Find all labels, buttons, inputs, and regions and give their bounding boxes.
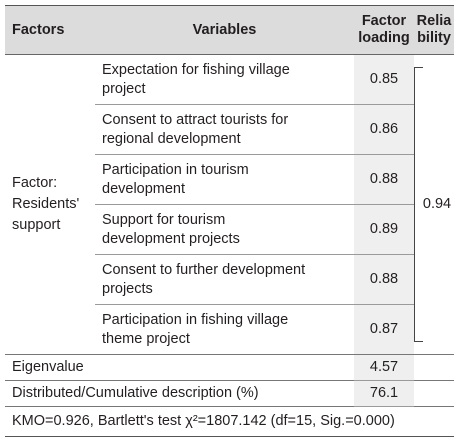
header-factors: Factors [5, 5, 95, 55]
variable-cell: Consent to further development projects [95, 254, 354, 305]
cumulative-row: Distributed/Cumulative description (%) 7… [5, 380, 454, 407]
kmo-note: KMO=0.926, Bartlett's test χ²=1807.142 (… [5, 406, 454, 437]
header-variables: Variables [95, 5, 354, 55]
header-factor-loading-line1: Factor [361, 13, 407, 29]
variable-cell: Consent to attract tourists for regional… [95, 104, 354, 155]
variable-text-line2: development projects [102, 230, 240, 247]
table-row: Support for tourism development projects… [5, 204, 454, 255]
factor-label: Factor: Residents' support [5, 55, 95, 355]
table-row: Factor: Residents' support Expectation f… [5, 54, 454, 342]
variable-text-line2: development [102, 180, 186, 197]
cumulative-label: Distributed/Cumulative description (%) [5, 380, 354, 407]
cumulative-value: 76.1 [354, 380, 414, 407]
header-factor-loading: Factor loading [354, 5, 414, 55]
loading-cell: 0.88 [354, 254, 414, 305]
kmo-row: KMO=0.926, Bartlett's test χ²=1807.142 (… [5, 406, 454, 437]
header-reliability-line1: Relia [416, 13, 452, 29]
header-factor-loading-line2: loading [358, 30, 410, 46]
variable-cell: Participation in tourism development [95, 154, 354, 205]
factor-label-line2: Residents' [12, 196, 80, 212]
header-reliability: Relia bility [414, 5, 454, 55]
eigenvalue-value: 4.57 [354, 354, 414, 381]
loading-cell: 0.88 [354, 154, 414, 205]
table-row: Participation in fishing village theme p… [5, 304, 454, 355]
eigenvalue-row: Eigenvalue 4.57 [5, 354, 454, 381]
factor-label-line1: Factor: [12, 175, 58, 191]
variable-text-line1: Expectation for fishing village [102, 61, 290, 78]
header-reliability-line2: bility [417, 30, 451, 46]
variable-text-line2: projects [102, 280, 153, 297]
table-row: Consent to further development projects … [5, 254, 454, 305]
loading-cell: 0.85 [354, 54, 414, 105]
variable-text-line2: regional development [102, 130, 241, 147]
factor-analysis-table: Factors Variables Factor loading Relia b… [5, 5, 454, 437]
variable-text-line1: Participation in fishing village [102, 311, 289, 328]
factor-label-line3: support [12, 217, 61, 233]
reliability-cell: 0.94 [414, 55, 454, 355]
empty-cell [414, 380, 454, 407]
variable-text-line2: project [102, 80, 146, 97]
variable-text-line1: Consent to attract tourists for [102, 111, 289, 128]
loading-cell: 0.87 [354, 304, 414, 355]
empty-cell [414, 354, 454, 381]
variable-cell: Participation in fishing village theme p… [95, 305, 354, 355]
variable-cell: Expectation for fishing village project [95, 54, 354, 105]
table-row: Consent to attract tourists for regional… [5, 104, 454, 155]
eigenvalue-label: Eigenvalue [5, 354, 354, 381]
table-row: Participation in tourism development 0.8… [5, 154, 454, 205]
brace-bracket [414, 55, 424, 354]
loading-cell: 0.86 [354, 104, 414, 155]
variable-text-line1: Participation in tourism [102, 161, 249, 178]
variable-cell: Support for tourism development projects [95, 204, 354, 255]
reliability-value: 0.94 [422, 196, 452, 212]
variable-text-line2: theme project [102, 330, 190, 347]
loading-cell: 0.89 [354, 204, 414, 255]
variable-text-line1: Consent to further development [102, 261, 306, 278]
variable-text-line1: Support for tourism [102, 211, 226, 228]
header-row: Factors Variables Factor loading Relia b… [5, 5, 454, 55]
